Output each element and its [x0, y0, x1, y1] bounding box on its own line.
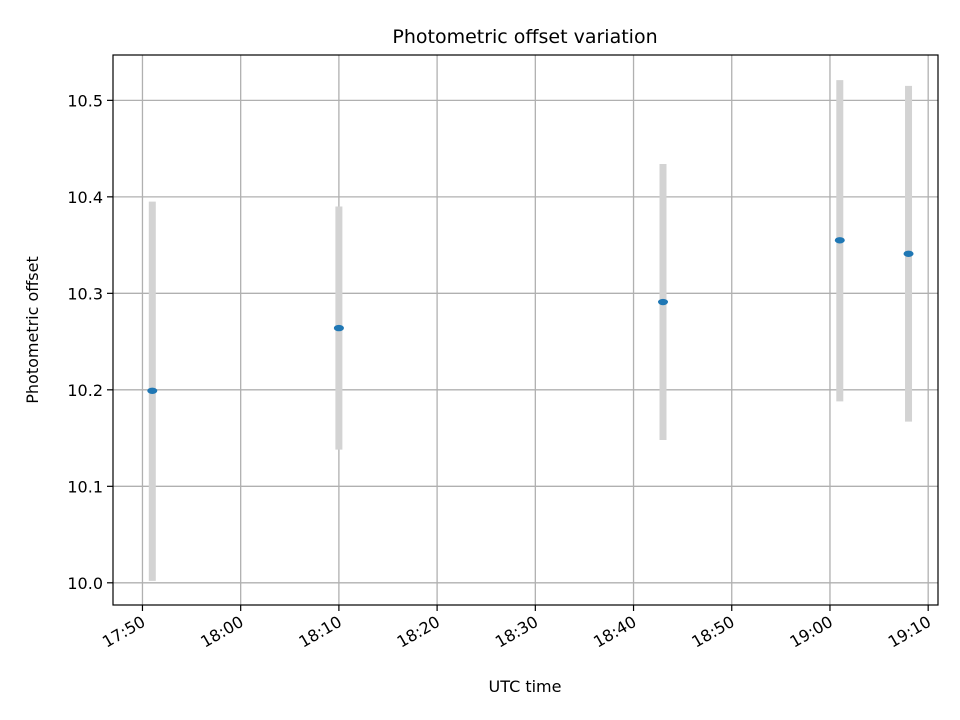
data-point: [147, 387, 158, 394]
data-point: [903, 250, 914, 257]
x-tick-label: 18:40: [590, 612, 639, 652]
y-axis-ticks: 10.0 10.1 10.2 10.3 10.4 10.5: [67, 91, 113, 593]
chart-title: Photometric offset variation: [392, 26, 657, 48]
y-axis-label: Photometric offset: [23, 256, 42, 404]
x-tick-label: 18:20: [394, 612, 443, 652]
y-tick-label: 10.5: [67, 91, 103, 110]
x-axis-ticks: 17:50 18:00 18:10 18:20 18:30 18:40 18:50 19:00…: [99, 605, 934, 652]
x-tick-label: 18:10: [295, 612, 344, 652]
y-tick-label: 10.3: [67, 284, 103, 303]
grid-lines: [113, 55, 938, 605]
data-point: [658, 298, 668, 306]
y-tick-label: 10.1: [67, 477, 103, 496]
data-point: [834, 237, 845, 244]
x-axis-label: UTC time: [489, 677, 562, 696]
x-tick-label: 19:10: [885, 612, 934, 652]
y-tick-label: 10.2: [67, 381, 103, 400]
y-tick-label: 10.0: [67, 574, 103, 593]
error-bars: [148, 80, 913, 581]
plot-frame: [112, 54, 939, 606]
x-tick-label: 19:00: [787, 612, 836, 652]
x-tick-label: 18:50: [688, 612, 737, 652]
data-points: [147, 237, 914, 394]
y-tick-label: 10.4: [67, 188, 103, 207]
data-point: [333, 324, 344, 332]
x-tick-label: 17:50: [99, 612, 148, 652]
x-tick-label: 18:30: [492, 612, 541, 652]
x-tick-label: 18:00: [197, 612, 246, 652]
